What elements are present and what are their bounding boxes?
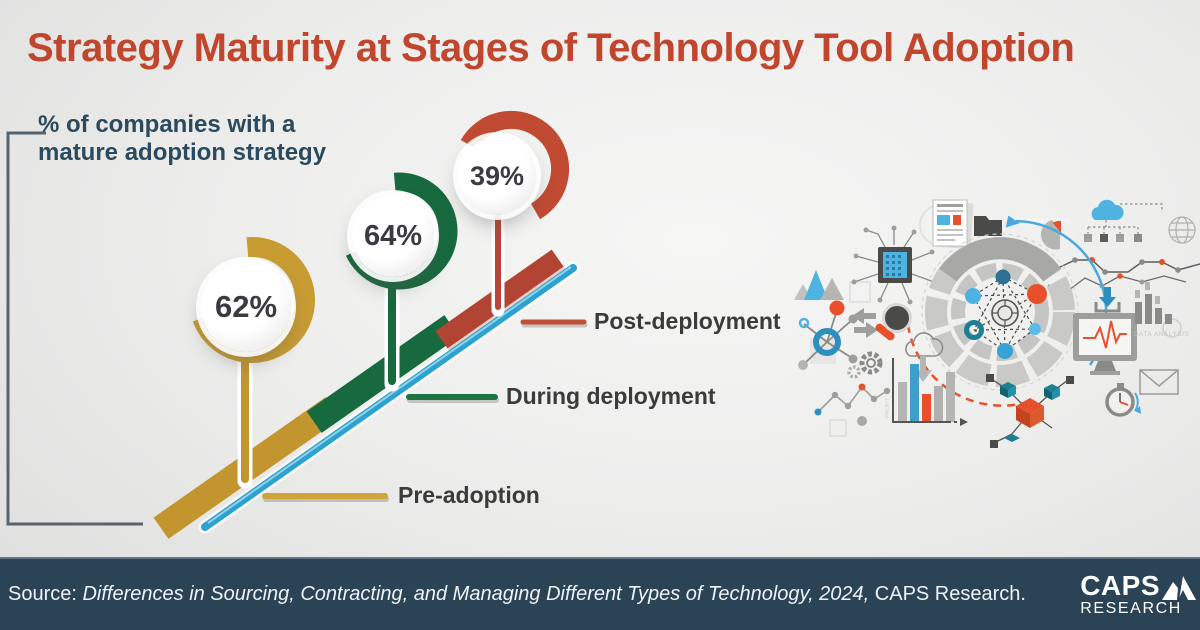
value-bubble-post-deployment: 39%: [458, 137, 536, 215]
tech-collage-illustration: INFORMATION: [794, 199, 1200, 448]
stage-label-post-deployment: Post-deployment: [594, 308, 781, 334]
axis-bracket: [6, 131, 143, 526]
data-analysis-label: DATA ANALYSIS: [1134, 332, 1189, 338]
cloud-network-icon: [1084, 199, 1163, 242]
cube-network-icon: [986, 374, 1074, 448]
dot-line-chart-icon: [814, 383, 891, 437]
circuit-chip-icon: [851, 225, 937, 305]
folder-icon: [974, 216, 1002, 236]
mini-bar-chart-icon: DATA ANALYSIS: [1134, 282, 1189, 338]
ring-post-deployment: [460, 110, 570, 220]
chart-subtitle-line1: % of companies with a: [38, 111, 296, 138]
value-bubble-pre-adoption: 62%: [201, 262, 291, 352]
stopwatch-icon: [1105, 383, 1141, 417]
arc-dashed-orange: [906, 324, 1029, 407]
mountain-logo-icon: [1162, 576, 1196, 600]
magnifier-icon: [875, 303, 912, 341]
envelope-icon: [1139, 369, 1179, 395]
trend-line: [198, 261, 580, 534]
mountains-icon: [794, 270, 844, 300]
report-document-icon: [932, 199, 974, 250]
profit-label: PROFIT: [885, 397, 891, 418]
label-line-pre-adoption: [262, 493, 389, 502]
source-citation: Source: Differences in Sourcing, Contrac…: [8, 583, 1080, 606]
information-label: INFORMATION: [1012, 218, 1070, 225]
chart-subtitle-line2: mature adoption strategy: [38, 139, 327, 166]
label-line-post-deployment: [520, 319, 588, 328]
footer-bar: Source: Differences in Sourcing, Contrac…: [0, 557, 1200, 630]
gears-icon: [847, 351, 883, 379]
hub-network-icon: [798, 300, 858, 370]
deco-square: [849, 281, 871, 303]
chart-subtitle: % of companies with a mature adoption st…: [38, 111, 326, 167]
value-during-deployment: 64%: [363, 219, 423, 252]
download-tray-icon: [1094, 287, 1121, 313]
network-diagram: [964, 269, 1047, 359]
logo-caps-text: CAPS: [1080, 570, 1160, 601]
stairs-chart: [6, 110, 588, 539]
stage-slab-during-deployment: [306, 315, 460, 433]
monitor-pulse-icon: [1073, 313, 1137, 375]
logo-research-text: RESEARCH: [1080, 600, 1182, 617]
value-post-deployment: 39%: [469, 160, 525, 191]
label-line-during-deployment: [406, 394, 499, 403]
value-pre-adoption: 62%: [214, 289, 278, 324]
source-prefix: Source:: [8, 583, 83, 605]
stage-label-pre-adoption: Pre-adoption: [398, 482, 540, 508]
caps-research-logo: CAPS RESEARCH: [1080, 572, 1196, 617]
source-suffix: CAPS Research.: [869, 583, 1026, 605]
swap-arrows-icon: [852, 308, 878, 338]
bar-chart-icon: PROFIT: [885, 358, 968, 426]
page-title: Strategy Maturity at Stages of Technolog…: [27, 26, 1075, 70]
value-bubble-during-deployment: 64%: [352, 195, 434, 277]
stage-label-during-deployment: During deployment: [506, 383, 716, 409]
globe-icon: [1168, 216, 1196, 244]
ring-during-deployment: [345, 172, 458, 290]
source-title: Differences in Sourcing, Contracting, an…: [82, 583, 870, 605]
